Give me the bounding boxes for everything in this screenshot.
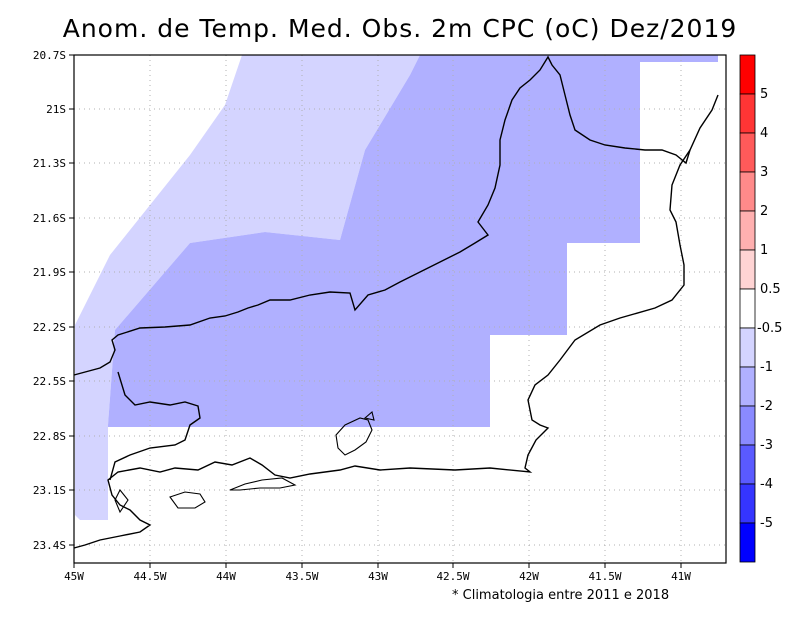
lat-tick-label: 23.1S [33, 484, 66, 497]
lon-tick-label: 41.5W [588, 570, 621, 583]
lon-tick-label: 43W [368, 570, 388, 583]
grid-lines [74, 55, 726, 563]
colorbar-label: 1 [760, 243, 768, 258]
colorbar-swatch [739, 405, 756, 446]
colorbar-label: 4 [760, 126, 768, 141]
coastline [73, 94, 719, 549]
lon-tick-labels: 45W 44.5W 44W 43.5W 43W 42.5W 42W 41.5W … [64, 570, 691, 583]
lat-tick-label: 22.5S [33, 375, 66, 388]
colorbar-swatch [739, 93, 756, 134]
colorbar-label: 0.5 [760, 282, 781, 297]
plot-frame [73, 54, 727, 564]
state-boundary-south [109, 371, 201, 481]
lon-tick-label: 41W [671, 570, 691, 583]
colorbar-label: 5 [760, 87, 768, 102]
lat-tick-label: 21.9S [33, 266, 66, 279]
state-boundary [73, 55, 691, 376]
lon-tick-label: 42.5W [436, 570, 469, 583]
lat-tick-label: 22.2S [33, 321, 66, 334]
lon-tick-label: 44W [216, 570, 236, 583]
climatology-footnote: * Climatologia entre 2011 e 2018 [452, 588, 670, 603]
colorbar-label: 2 [760, 204, 768, 219]
lat-tick-label: 20.7S [33, 49, 66, 62]
lon-tick-label: 45W [64, 570, 84, 583]
anomaly-region-medium [108, 55, 718, 427]
colorbar-swatch [739, 366, 756, 407]
colorbar-swatch [739, 54, 756, 95]
tick-marks [69, 54, 682, 568]
lat-tick-label: 21S [46, 103, 66, 116]
colorbar-swatch [739, 444, 756, 485]
anomaly-region-light [75, 55, 420, 520]
colorbar-label: -5 [760, 516, 773, 531]
colorbar-label: -3 [760, 438, 773, 453]
colorbar-label: -4 [760, 477, 773, 492]
colorbar-swatch [739, 132, 756, 173]
colorbar-label: -1 [760, 360, 773, 375]
colorbar-swatch [739, 327, 756, 368]
lon-tick-label: 44.5W [133, 570, 166, 583]
colorbar-swatch [739, 210, 756, 251]
lon-tick-label: 42W [519, 570, 539, 583]
lon-tick-label: 43.5W [285, 570, 318, 583]
lat-tick-label: 21.6S [33, 212, 66, 225]
lat-tick-labels: 20.7S 21S 21.3S 21.6S 21.9S 22.2S 22.5S … [33, 49, 66, 552]
colorbar-labels: 5 4 3 2 1 0.5 -0.5 -1 -2 -3 -4 -5 [757, 87, 782, 531]
lat-tick-label: 22.8S [33, 430, 66, 443]
colorbar-label: -2 [760, 399, 773, 414]
colorbar-swatch [739, 288, 756, 329]
colorbar-label: 3 [760, 165, 768, 180]
islands [114, 411, 375, 514]
colorbar-swatch [739, 522, 756, 563]
colorbar-swatch [739, 249, 756, 290]
colorbar-label: -0.5 [757, 321, 782, 336]
lat-tick-label: 21.3S [33, 157, 66, 170]
colorbar-swatch [739, 171, 756, 212]
colorbar-swatch [739, 483, 756, 524]
lat-tick-label: 23.4S [33, 539, 66, 552]
colorbar [739, 54, 756, 563]
map-title: Anom. de Temp. Med. Obs. 2m CPC (oC) Dez… [62, 14, 738, 43]
